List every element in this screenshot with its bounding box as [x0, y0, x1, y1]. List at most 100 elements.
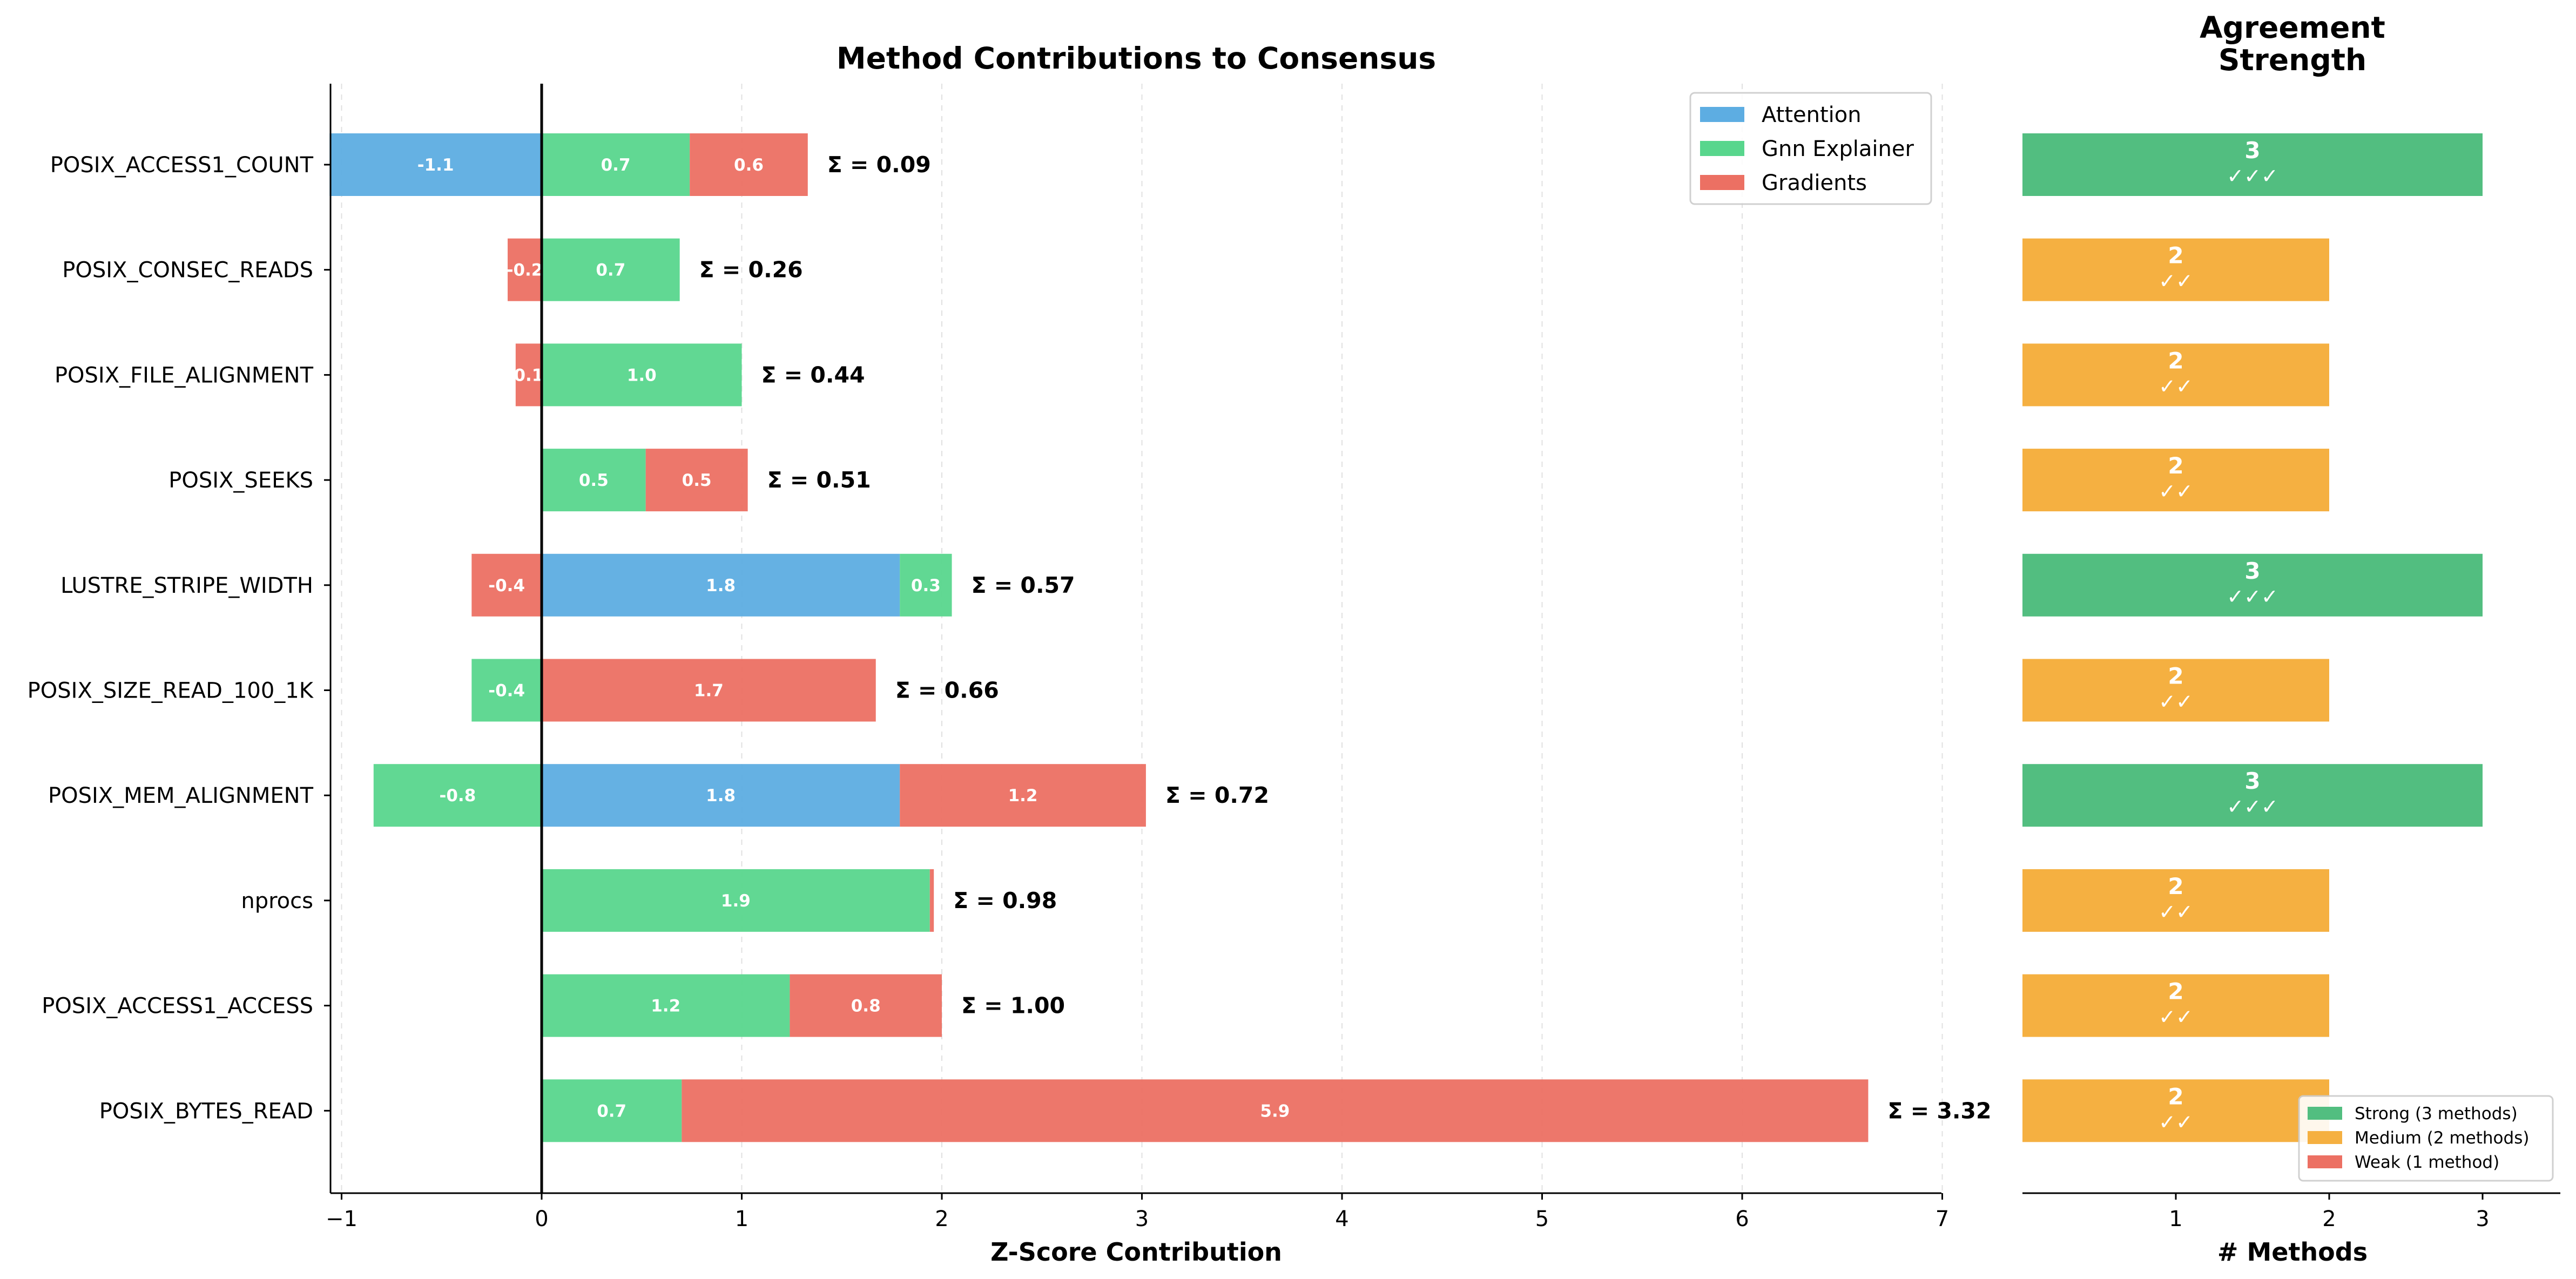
- agreement-count: 3: [2244, 768, 2260, 794]
- agreement-title-line: Strength: [2218, 43, 2366, 77]
- bar-segment: [542, 238, 680, 301]
- gridlines: [341, 84, 1943, 1193]
- category-label: LUSTRE_STRIPE_WIDTH: [60, 573, 313, 598]
- segment-label: 1.7: [694, 681, 724, 701]
- agreement-legend-box: [2298, 1095, 2554, 1182]
- category-label: POSIX_FILE_ALIGNMENT: [55, 363, 314, 388]
- category-label: POSIX_ACCESS1_COUNT: [50, 153, 314, 178]
- agreement-checks: ✓✓✓: [2227, 164, 2278, 188]
- agreement-bar: [2022, 133, 2483, 196]
- x-tick-label: 6: [1735, 1207, 1749, 1231]
- segment-label: 0.7: [596, 261, 625, 280]
- agreement-x-tick-label: 3: [2476, 1207, 2489, 1231]
- agreement-count: 3: [2244, 137, 2260, 164]
- legend: Attention Gnn Explainer Gradients: [1689, 92, 1932, 205]
- agreement-legend-swatch: [2308, 1155, 2342, 1168]
- agreement-count: 2: [2168, 1083, 2183, 1109]
- axes: [329, 84, 1941, 1194]
- agreement-count: 3: [2244, 558, 2260, 584]
- agreement-checks: ✓✓: [2159, 1110, 2193, 1134]
- agreement-x-axis-label: # Methods: [2217, 1237, 2368, 1267]
- x-tick-label: −1: [326, 1207, 358, 1231]
- x-tick-label: 2: [935, 1207, 948, 1231]
- agreement-count: 2: [2168, 452, 2183, 479]
- bar-segment: [515, 343, 542, 407]
- segment-label: 0.3: [911, 576, 941, 595]
- agreement-checks: ✓✓: [2159, 374, 2193, 398]
- agreement-title-line: Agreement: [2200, 10, 2385, 45]
- bar-segment: [900, 553, 952, 617]
- segment-label: -0.4: [488, 681, 525, 701]
- bar-segment: [929, 869, 934, 932]
- legend-label: Gnn Explainer: [1762, 137, 1914, 161]
- bar-segment: [542, 133, 690, 196]
- agreement-checks: ✓✓: [2159, 1005, 2193, 1029]
- x-axis-label: Z-Score Contribution: [990, 1237, 1282, 1267]
- segment-labels: -1.1 0.7 0.6 0.7 -0.2 1.0 0.1 0.5 0.5 1.8 0.3 -0.4 -…: [417, 155, 1290, 1121]
- agreement-bar: [2022, 869, 2329, 932]
- segment-label: 1.0: [627, 366, 657, 385]
- stacked-bars: [329, 133, 1869, 1142]
- agreement-bars: [2022, 133, 2483, 1142]
- bar-segment: [690, 133, 808, 196]
- agreement-bar: [2022, 343, 2329, 407]
- segment-label: 1.8: [706, 576, 736, 595]
- agreement-count: 2: [2168, 978, 2183, 1005]
- agreement-checks: ✓✓✓: [2227, 585, 2278, 608]
- bar-segment: [682, 1079, 1869, 1142]
- agreement-count: 2: [2168, 873, 2183, 899]
- x-tick-label: 7: [1936, 1207, 1949, 1231]
- bar-segment: [542, 1079, 682, 1142]
- agreement-checks: ✓✓✓: [2227, 795, 2278, 818]
- agreement-checks: ✓✓: [2159, 690, 2193, 714]
- segment-label: 1.2: [651, 997, 680, 1016]
- agreement-count: 2: [2168, 347, 2183, 374]
- x-tick-label: 0: [535, 1207, 548, 1231]
- bar-segment: [542, 974, 790, 1037]
- agreement-bar: [2022, 764, 2483, 827]
- x-ticks: −1 0 1 2 3 4 5 6 7: [326, 1193, 1949, 1231]
- bar-segment: [542, 764, 900, 827]
- agreement-legend-label: Strong (3 methods): [2355, 1104, 2518, 1124]
- bar-segment: [329, 133, 542, 196]
- agreement-legend-swatch: [2308, 1131, 2342, 1144]
- bar-segment: [542, 449, 646, 512]
- agreement-x-ticks: 1 2 3: [2169, 1193, 2490, 1231]
- agreement-x-tick-label: 1: [2169, 1207, 2182, 1231]
- agreement-checks: ✓✓: [2159, 479, 2193, 503]
- agreement-checks: ✓✓: [2159, 269, 2193, 293]
- bar-segment: [542, 659, 876, 722]
- legend-label: Gradients: [1762, 171, 1867, 195]
- agreement-bar: [2022, 238, 2329, 301]
- bar-segment: [900, 764, 1146, 827]
- segment-label: 5.9: [1260, 1101, 1290, 1121]
- category-labels: POSIX_ACCESS1_COUNT POSIX_CONSEC_READS POS…: [28, 153, 331, 1124]
- bar-segment: [471, 659, 542, 722]
- agreement-bar: [2022, 659, 2329, 722]
- x-tick-label: 5: [1535, 1207, 1549, 1231]
- sum-labels: Σ = 0.09 Σ = 0.26 Σ = 0.44 Σ = 0.51 Σ = 0.57…: [699, 152, 1992, 1124]
- category-label: nprocs: [241, 889, 313, 913]
- x-tick-label: 1: [735, 1207, 748, 1231]
- segment-label: -0.8: [439, 786, 476, 806]
- legend-swatch: [1700, 175, 1744, 190]
- agreement-bar-labels: 3✓✓✓2✓✓2✓✓2✓✓3✓✓✓2✓✓3✓✓✓2✓✓2✓✓2✓✓: [2159, 137, 2278, 1134]
- segment-label: 0.8: [851, 997, 881, 1016]
- agreement-bar: [2022, 553, 2483, 617]
- segment-label: -0.4: [488, 576, 525, 595]
- bar-segment: [542, 869, 930, 932]
- segment-label: 0.5: [682, 471, 712, 490]
- sum-label: Σ = 0.57: [972, 572, 1075, 598]
- agreement-legend: Strong (3 methods) Medium (2 methods) Weak…: [2298, 1095, 2554, 1182]
- agreement-legend-label: Weak (1 method): [2355, 1153, 2499, 1172]
- segment-label: 0.7: [597, 1101, 626, 1121]
- agreement-bar: [2022, 1079, 2329, 1142]
- bar-segment: [471, 553, 542, 617]
- contribution-chart: -1.1 0.7 0.6 0.7 -0.2 1.0 0.1 0.5 0.5 1.8 0.3 -0.4 -…: [28, 41, 1992, 1267]
- category-label: POSIX_SIZE_READ_100_1K: [28, 679, 314, 703]
- bar-segment: [542, 343, 742, 407]
- agreement-checks: ✓✓: [2159, 900, 2193, 924]
- agreement-x-tick-label: 2: [2322, 1207, 2336, 1231]
